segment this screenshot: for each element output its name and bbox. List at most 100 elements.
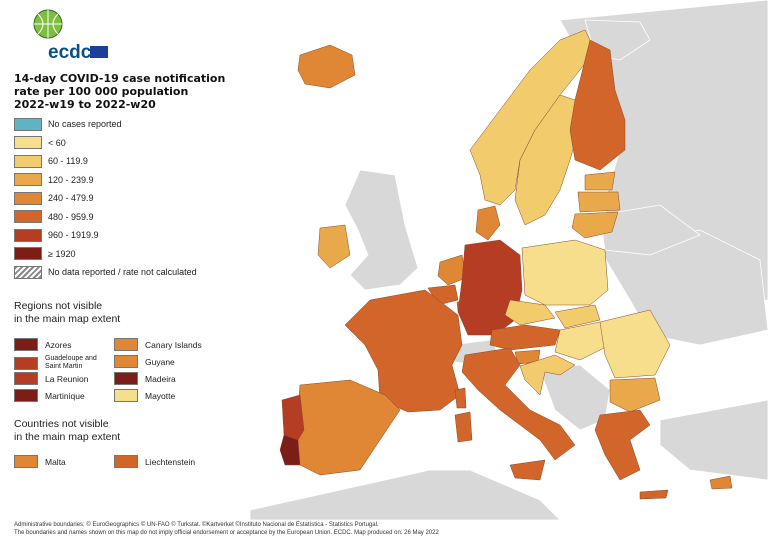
netherlands-shape xyxy=(437,254,467,286)
croatia-shape xyxy=(519,354,576,396)
region-label: Guyane xyxy=(145,356,175,367)
legend-swatch xyxy=(14,191,42,205)
legend-items: No cases reported < 60 60 - 119.9 120 - 239… xyxy=(14,115,229,282)
legend-swatch xyxy=(14,265,42,279)
romania-shape xyxy=(599,309,671,379)
region-legend-item: Liechtenstein xyxy=(114,455,195,468)
region-label: Mayotte xyxy=(145,390,176,401)
region-label: Madeira xyxy=(145,373,176,384)
eu-countries xyxy=(279,29,733,500)
latvia-shape xyxy=(577,191,621,213)
region-swatch xyxy=(114,372,138,385)
poland-shape xyxy=(521,239,609,306)
legend-label: No data reported / rate not calculated xyxy=(48,267,197,278)
legend-title-line: 14-day COVID-19 case notification xyxy=(14,72,226,85)
region-legend-item: Guadeloupe and Saint Martin xyxy=(14,355,109,371)
corsica-shape xyxy=(454,387,467,409)
region-label: Canary Islands xyxy=(145,339,202,350)
legend-label: 120 - 239.9 xyxy=(48,174,94,185)
ireland-shape xyxy=(317,224,351,269)
legend-label: No cases reported xyxy=(48,119,122,130)
region-label: Malta xyxy=(45,456,66,467)
italy-shape xyxy=(461,347,576,461)
footer-line: Administrative boundaries: © EuroGeograp… xyxy=(14,522,379,528)
region-legend-item: La Reunion xyxy=(14,372,88,385)
countries-title-line: in the main map extent xyxy=(14,431,121,443)
countries-title: Countries not visible in the main map ex… xyxy=(14,418,120,444)
footer-line: The boundaries and names shown on this m… xyxy=(14,530,439,536)
ecdc-logo: ecdc xyxy=(14,6,124,66)
region-legend-item: Madeira xyxy=(114,372,176,385)
legend-label: 960 - 1919.9 xyxy=(48,230,99,241)
austria-shape xyxy=(489,324,561,351)
legend-row: 960 - 1919.9 xyxy=(14,226,229,245)
countries-title-line: Countries not visible xyxy=(14,418,109,430)
uk-land xyxy=(344,169,419,291)
turkey-land xyxy=(659,399,768,481)
region-swatch xyxy=(14,455,38,468)
greece-shape xyxy=(594,409,651,481)
belarus-land xyxy=(599,204,701,256)
legend-row: 60 - 119.9 xyxy=(14,152,229,171)
norway-shape xyxy=(469,29,596,206)
legend-row: No cases reported xyxy=(14,115,229,134)
region-label: Martinique xyxy=(45,390,85,401)
region-legend-item: Azores xyxy=(14,338,71,351)
portugal-shape xyxy=(281,394,305,441)
regions-title: Regions not visible in the main map exte… xyxy=(14,300,120,326)
legend-swatch xyxy=(14,173,42,187)
region-legend-item: Guyane xyxy=(114,355,175,368)
lithuania-shape xyxy=(571,211,619,239)
legend-row: 480 - 959.9 xyxy=(14,208,229,227)
globe-icon xyxy=(33,9,108,58)
estonia-shape xyxy=(584,171,616,191)
legend-row: 240 - 479.9 xyxy=(14,189,229,208)
sicily-shape xyxy=(509,459,546,481)
region-legend-item: Canary Islands xyxy=(114,338,202,351)
legend-label: 480 - 959.9 xyxy=(48,211,94,222)
legend-title-line: 2022-w19 to 2022-w20 xyxy=(14,98,156,111)
region-legend-item: Malta xyxy=(14,455,66,468)
denmark-shape xyxy=(475,205,501,241)
legend-label: 240 - 479.9 xyxy=(48,193,94,204)
finland-shape xyxy=(569,39,626,171)
hungary-shape xyxy=(554,321,611,361)
map-legend: 14-day COVID-19 case notification rate p… xyxy=(14,72,229,282)
region-swatch xyxy=(14,389,38,402)
region-swatch xyxy=(114,455,138,468)
germany-shape xyxy=(457,239,523,336)
sweden-shape xyxy=(514,94,581,226)
cyprus-shape xyxy=(709,475,733,490)
region-label: La Reunion xyxy=(45,373,89,384)
region-swatch xyxy=(114,389,138,402)
region-legend-item: Martinique xyxy=(14,389,85,402)
region-swatch xyxy=(14,372,38,385)
legend-swatch xyxy=(14,228,42,242)
region-swatch xyxy=(114,355,138,368)
sardinia-shape xyxy=(454,411,473,443)
legend-title-line: rate per 100 000 population xyxy=(14,85,189,98)
france-shape xyxy=(344,289,463,413)
legend-row: < 60 xyxy=(14,134,229,153)
iceland-shape xyxy=(297,44,356,89)
regions-title-line: in the main map extent xyxy=(14,313,121,325)
north-africa-land xyxy=(249,469,561,521)
region-label: Liechtenstein xyxy=(145,456,196,467)
czechia-shape xyxy=(504,299,556,326)
legend-swatch xyxy=(14,154,42,168)
legend-label: ≥ 1920 xyxy=(48,248,76,259)
legend-label: < 60 xyxy=(48,137,66,148)
legend-row: 120 - 239.9 xyxy=(14,171,229,190)
legend-title: 14-day COVID-19 case notification rate p… xyxy=(14,72,229,111)
regions-title-line: Regions not visible xyxy=(14,300,103,312)
legend-label: 60 - 119.9 xyxy=(48,156,88,167)
legend-swatch xyxy=(14,210,42,224)
region-swatch xyxy=(14,338,38,351)
region-legend-item: Mayotte xyxy=(114,389,175,402)
region-swatch xyxy=(14,356,38,370)
slovakia-shape xyxy=(554,304,601,329)
region-label: Azores xyxy=(45,339,72,350)
crete-shape xyxy=(639,489,669,500)
